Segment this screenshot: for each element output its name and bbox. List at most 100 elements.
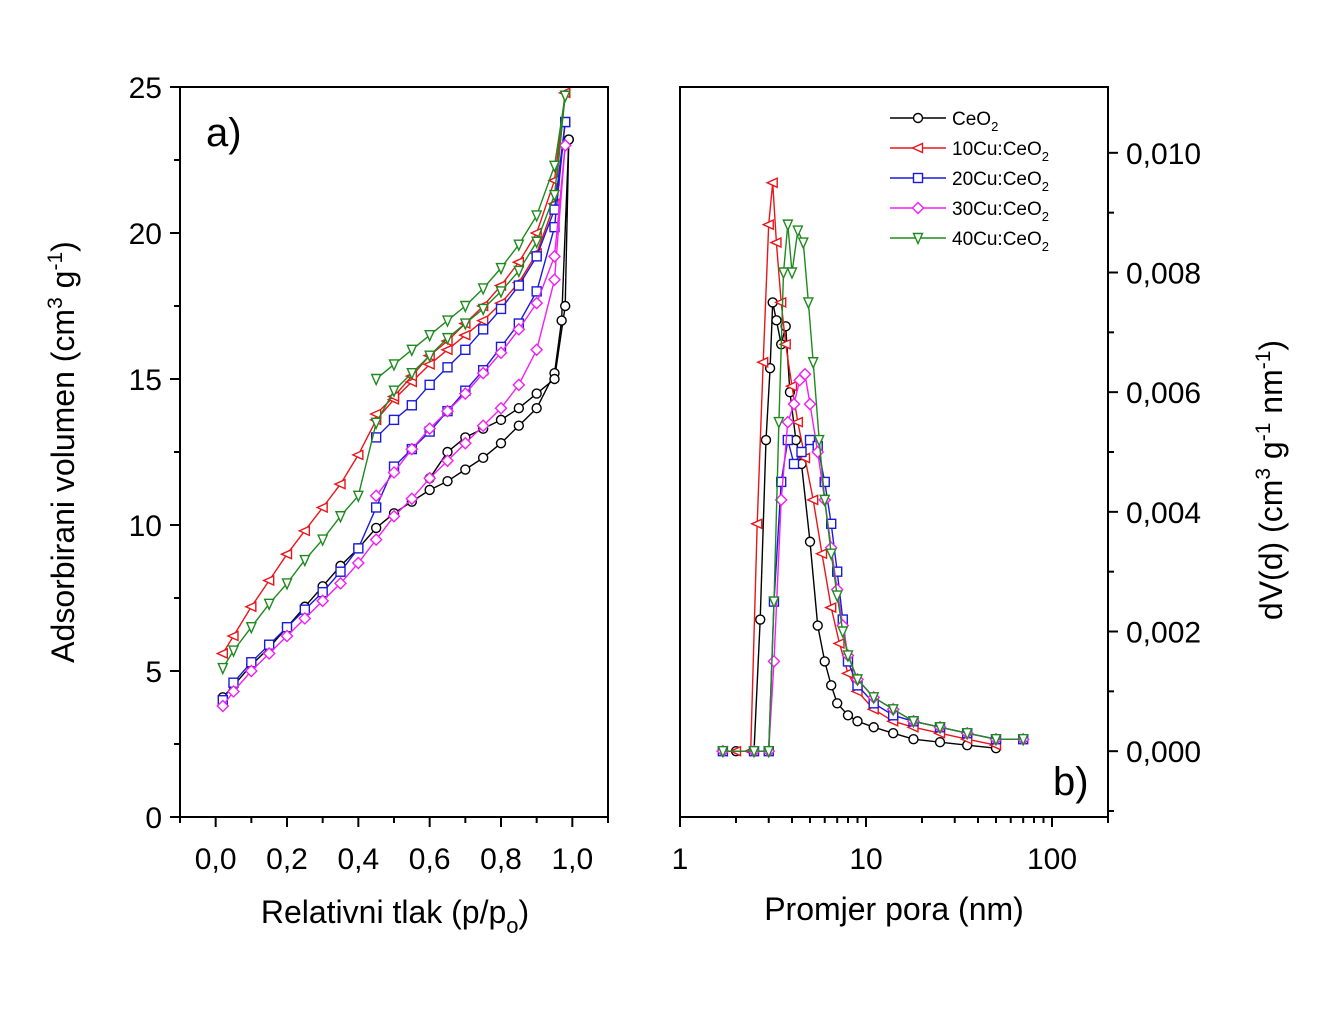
data-point xyxy=(513,239,525,252)
data-point xyxy=(819,656,830,667)
data-point xyxy=(803,397,817,411)
data-point xyxy=(334,576,347,590)
data-point xyxy=(476,366,490,380)
data-point xyxy=(530,343,544,357)
data-point xyxy=(388,359,400,372)
data-point xyxy=(548,189,561,203)
data-point xyxy=(441,332,454,346)
data-point xyxy=(961,728,973,741)
y-tick-label: 0 xyxy=(145,802,162,835)
data-point xyxy=(717,745,729,759)
data-point xyxy=(558,138,572,152)
data-point xyxy=(226,630,239,642)
data-point xyxy=(805,494,819,506)
data-point xyxy=(549,373,560,385)
data-point xyxy=(796,446,807,458)
data-point xyxy=(798,367,812,381)
data-point xyxy=(530,296,544,310)
legend-item: 40Cu:CeO2 xyxy=(890,229,1049,254)
data-point xyxy=(370,432,382,443)
data-point xyxy=(559,90,571,103)
data-point xyxy=(907,716,920,729)
data-point xyxy=(831,698,843,709)
data-point xyxy=(424,330,436,343)
data-point xyxy=(440,344,453,356)
legend-marker xyxy=(912,172,924,184)
panel-a-plot-area xyxy=(215,87,574,713)
data-point xyxy=(797,237,809,250)
data-point xyxy=(442,362,453,373)
data-point xyxy=(560,300,571,312)
data-point xyxy=(782,219,794,232)
y-tick-label: 20 xyxy=(129,218,162,251)
data-point xyxy=(807,357,819,370)
data-point xyxy=(851,674,864,687)
data-point xyxy=(334,511,347,524)
data-point xyxy=(245,622,257,635)
data-point xyxy=(370,522,382,534)
legend-marker xyxy=(910,142,924,154)
data-point xyxy=(531,388,542,399)
legend-label: CeO2 xyxy=(952,109,998,134)
data-point xyxy=(792,225,804,238)
data-point xyxy=(761,219,774,231)
y-tick-label: 25 xyxy=(129,72,162,105)
legend-label: 20Cu:CeO2 xyxy=(952,169,1049,194)
panel-b-plot-area xyxy=(715,177,1030,759)
panel-a: 0,0 0,2 0,4 0,6 0,8 1,0 0 5 10 15 20 25 a) Relativn… xyxy=(44,72,609,938)
data-point xyxy=(298,611,312,625)
data-point xyxy=(262,646,276,660)
data-point xyxy=(887,704,899,717)
data-point xyxy=(495,286,507,299)
data-point xyxy=(763,745,775,759)
data-point xyxy=(548,160,561,174)
data-point xyxy=(406,400,418,411)
data-point xyxy=(352,490,364,504)
data-point xyxy=(388,385,400,398)
legend-item: CeO2 xyxy=(890,109,998,134)
data-point xyxy=(531,236,543,249)
data-point xyxy=(768,596,780,609)
data-point xyxy=(749,518,763,530)
panel-a-series-3 xyxy=(216,138,572,713)
data-point xyxy=(460,344,471,355)
data-point xyxy=(777,267,790,280)
data-point xyxy=(531,403,542,414)
data-point xyxy=(787,397,801,411)
data-point xyxy=(531,251,542,262)
data-point xyxy=(299,554,311,568)
data-point xyxy=(424,350,436,363)
data-point xyxy=(475,315,489,327)
legend-marker xyxy=(912,232,924,246)
data-point xyxy=(476,419,490,433)
data-point xyxy=(765,177,778,189)
data-point xyxy=(317,534,329,547)
panel-a-desorption-line xyxy=(375,95,566,380)
data-point xyxy=(512,378,526,392)
data-point xyxy=(778,338,791,350)
data-point xyxy=(842,650,854,663)
data-point xyxy=(423,422,437,436)
data-point xyxy=(814,548,828,560)
data-point xyxy=(760,434,772,446)
data-point xyxy=(405,492,419,506)
data-point xyxy=(495,438,507,449)
data-point xyxy=(477,324,489,335)
data-point xyxy=(784,380,798,392)
data-point xyxy=(460,464,471,475)
data-point xyxy=(370,417,382,431)
data-point xyxy=(512,322,526,336)
legend-item: 20Cu:CeO2 xyxy=(890,169,1049,194)
data-point xyxy=(297,525,311,537)
data-point xyxy=(812,620,823,631)
y-tick-label: 5 xyxy=(145,656,162,689)
data-point xyxy=(786,267,798,280)
data-point xyxy=(458,329,471,341)
legend-item: 30Cu:CeO2 xyxy=(890,199,1049,224)
data-point xyxy=(333,478,346,490)
data-point xyxy=(369,533,383,547)
data-point xyxy=(511,256,525,268)
data-point xyxy=(908,734,919,745)
data-point xyxy=(387,465,401,479)
